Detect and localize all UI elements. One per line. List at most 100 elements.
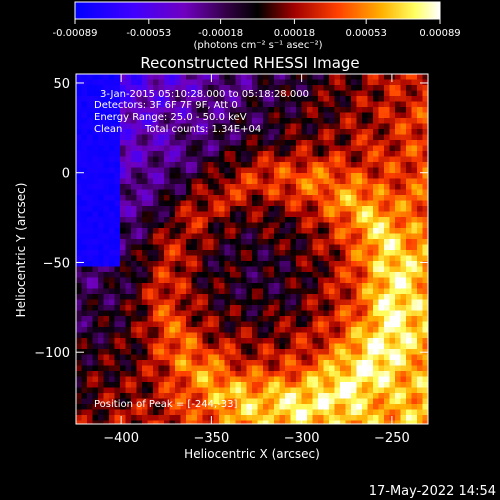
heatmap-cell [307,399,313,405]
heatmap-cell [351,234,357,240]
heatmap-cell [87,228,93,234]
heatmap-cell [335,217,341,223]
heatmap-cell [373,377,379,383]
heatmap-cell [329,118,335,124]
heatmap-cell [384,91,390,97]
heatmap-cell [307,129,313,135]
heatmap-cell [252,393,258,399]
heatmap-cell [406,91,412,97]
heatmap-cell [307,333,313,339]
heatmap-cell [181,371,187,377]
heatmap-cell [131,333,137,339]
heatmap-cell [98,201,104,207]
heatmap-cell [142,322,148,328]
heatmap-cell [395,289,401,295]
heatmap-cell [384,322,390,328]
heatmap-cell [340,118,346,124]
heatmap-cell [362,267,368,273]
heatmap-cell [357,377,363,383]
heatmap-cell [148,311,154,317]
heatmap-cell [236,250,242,256]
heatmap-cell [164,311,170,317]
heatmap-cell [280,201,286,207]
heatmap-cell [159,316,165,322]
heatmap-cell [109,74,115,80]
heatmap-cell [263,316,269,322]
heatmap-cell [335,85,341,91]
heatmap-cell [296,162,302,168]
heatmap-cell [318,283,324,289]
heatmap-cell [131,305,137,311]
heatmap-cell [340,300,346,306]
heatmap-cell [225,217,231,223]
heatmap-cell [76,316,82,322]
heatmap-cell [104,190,110,196]
heatmap-cell [82,212,88,218]
heatmap-cell [329,206,335,212]
heatmap-cell [313,146,319,152]
heatmap-cell [247,371,253,377]
heatmap-cell [285,415,291,421]
heatmap-cell [98,173,104,179]
heatmap-cell [252,250,258,256]
heatmap-cell [131,140,137,146]
heatmap-cell [417,355,423,361]
heatmap-cell [346,129,352,135]
heatmap-cell [76,223,82,229]
heatmap-cell [263,212,269,218]
heatmap-cell [362,305,368,311]
heatmap-cell [401,371,407,377]
heatmap-cell [230,289,236,295]
heatmap-cell [368,300,374,306]
heatmap-cell [395,371,401,377]
heatmap-cell [186,256,192,262]
heatmap-cell [395,228,401,234]
heatmap-cell [131,212,137,218]
heatmap-cell [126,349,132,355]
heatmap-cell [170,344,176,350]
heatmap-cell [313,228,319,234]
heatmap-cell [186,245,192,251]
heatmap-cell [351,261,357,267]
heatmap-cell [412,289,418,295]
heatmap-cell [219,355,225,361]
heatmap-cell [126,278,132,284]
heatmap-cell [181,250,187,256]
heatmap-cell [181,140,187,146]
heatmap-cell [98,289,104,295]
heatmap-cell [252,294,258,300]
heatmap-cell [401,388,407,394]
heatmap-cell [362,212,368,218]
heatmap-cell [296,228,302,234]
heatmap-cell [186,190,192,196]
heatmap-cell [329,393,335,399]
heatmap-cell [280,311,286,317]
heatmap-cell [98,184,104,190]
heatmap-cell [390,377,396,383]
heatmap-cell [313,206,319,212]
heatmap-cell [313,118,319,124]
heatmap-cell [203,366,209,372]
heatmap-cell [357,382,363,388]
heatmap-cell [351,371,357,377]
heatmap-cell [170,278,176,284]
heatmap-cell [153,162,159,168]
heatmap-cell [285,344,291,350]
heatmap-cell [302,327,308,333]
heatmap-cell [384,289,390,295]
heatmap-cell [318,212,324,218]
heatmap-cell [120,267,126,273]
heatmap-cell [384,388,390,394]
heatmap-cell [285,151,291,157]
heatmap-cell [417,261,423,267]
heatmap-cell [93,360,99,366]
heatmap-cell [170,245,176,251]
heatmap-cell [417,201,423,207]
heatmap-cell [98,223,104,229]
heatmap-cell [324,311,330,317]
heatmap-cell [219,157,225,163]
heatmap-cell [263,157,269,163]
heatmap-cell [214,289,220,295]
heatmap-cell [390,129,396,135]
